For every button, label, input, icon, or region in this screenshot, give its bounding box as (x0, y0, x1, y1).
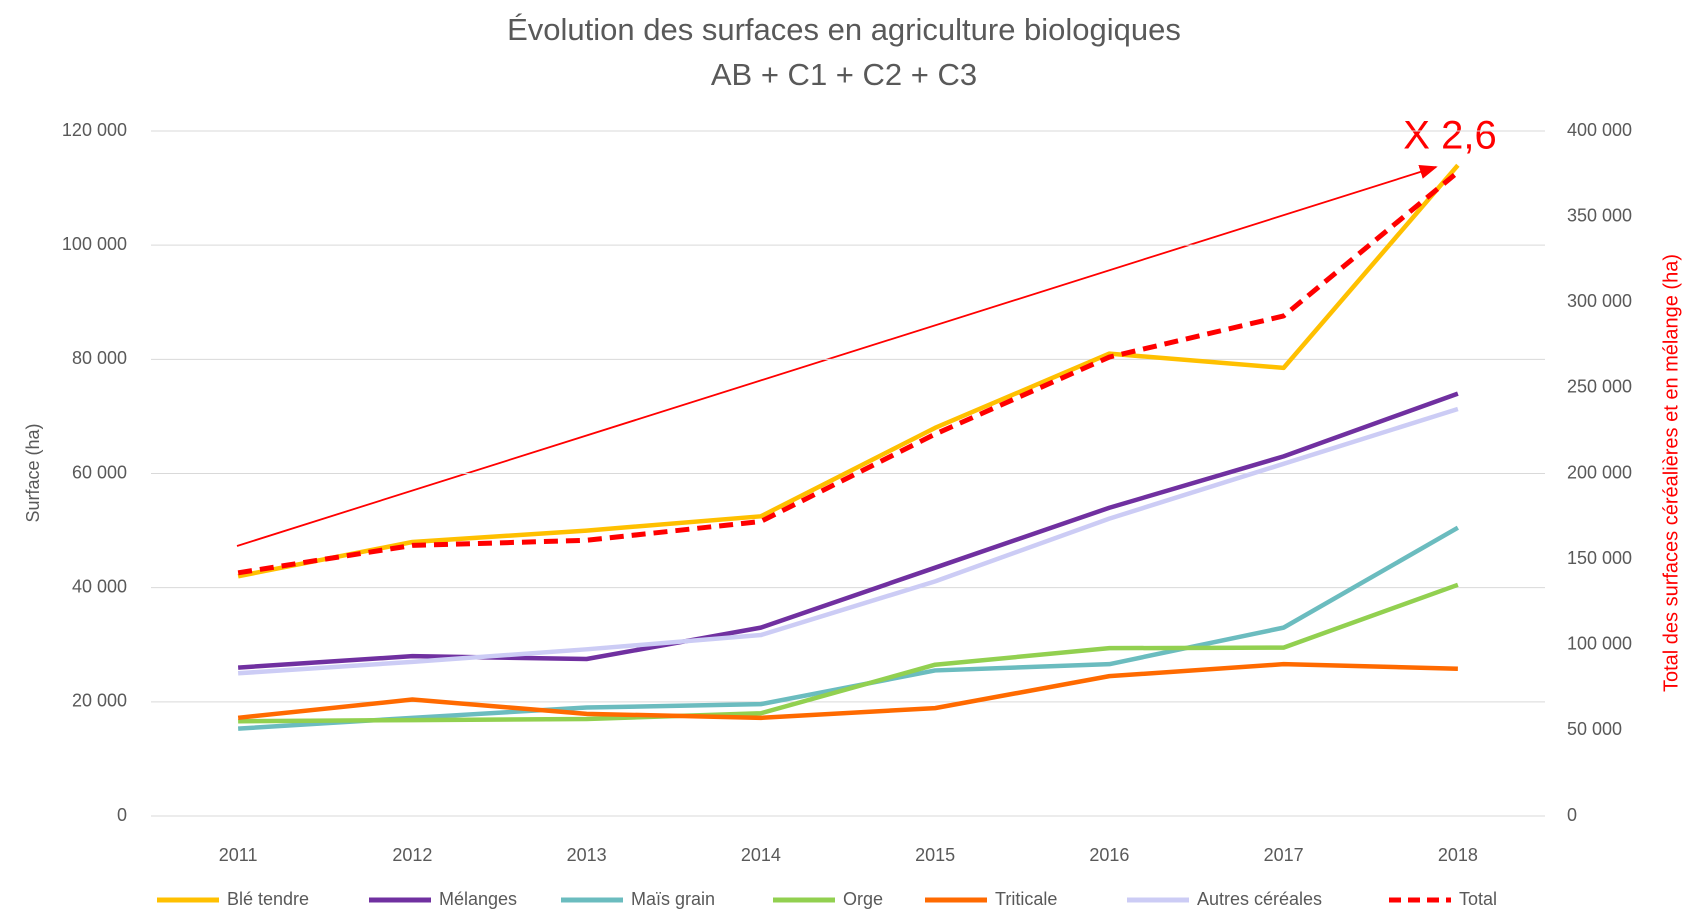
y-tick-label: 0 (117, 805, 127, 825)
annotation: X 2,6 (1403, 114, 1496, 158)
x-tick-label: 2015 (915, 845, 955, 865)
x-tick-label: 2018 (1438, 845, 1478, 865)
y-tick-label: 120 000 (62, 120, 127, 140)
x-tick-label: 2012 (392, 845, 432, 865)
annotation-arrow (236, 165, 1438, 547)
y2-tick-label: 200 000 (1567, 462, 1632, 482)
y2-tick-label: 100 000 (1567, 634, 1632, 654)
series-line (237, 406, 1459, 676)
x-tick-label: 2014 (741, 845, 781, 865)
y-tick-label: 80 000 (72, 348, 127, 368)
y-tick-label: 40 000 (72, 576, 127, 596)
x-tick-label: 2017 (1264, 845, 1304, 865)
y-axis-label: Surface (ha) (23, 423, 43, 522)
legend-label: Maïs grain (631, 889, 715, 909)
series-line (237, 391, 1459, 670)
chart-subtitle: AB + C1 + C2 + C3 (711, 57, 977, 92)
legend-label: Total (1459, 889, 1497, 909)
series-line (237, 661, 1458, 721)
series-line (237, 170, 1460, 576)
y2-tick-label: 350 000 (1567, 205, 1632, 225)
legend-label: Triticale (995, 889, 1057, 909)
legend-label: Mélanges (439, 889, 517, 909)
y2-tick-label: 250 000 (1567, 377, 1632, 397)
y2-tick-label: 400 000 (1567, 120, 1632, 140)
legend-label: Blé tendre (227, 889, 309, 909)
x-tick-label: 2016 (1089, 845, 1129, 865)
y2-tick-label: 300 000 (1567, 291, 1632, 311)
legend-label: Orge (843, 889, 883, 909)
y-tick-label: 20 000 (72, 691, 127, 711)
series-line (237, 163, 1460, 579)
chart-title: Évolution des surfaces en agriculture bi… (507, 12, 1181, 47)
series-line (238, 582, 1459, 724)
y2-tick-label: 150 000 (1567, 548, 1632, 568)
x-tick-label: 2011 (219, 845, 258, 865)
y-tick-label: 100 000 (62, 234, 127, 254)
x-tick-label: 2013 (567, 845, 607, 865)
legend-label: Autres céréales (1197, 889, 1322, 909)
y2-tick-label: 50 000 (1567, 719, 1622, 739)
y2-tick-label: 0 (1567, 805, 1577, 825)
y2-axis-label: Total des surfaces céréalières et en mél… (1660, 254, 1682, 692)
y-tick-label: 60 000 (72, 462, 127, 482)
